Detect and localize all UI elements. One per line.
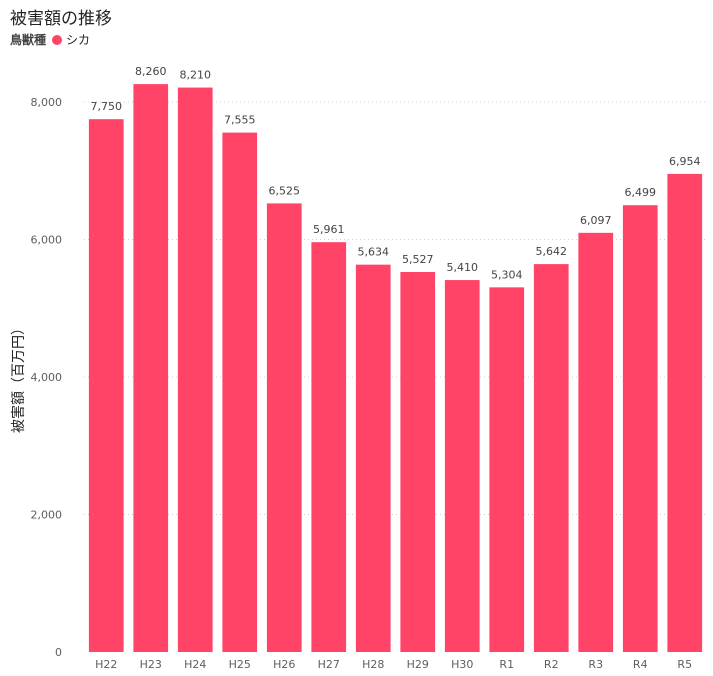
x-tick-label: R2	[544, 658, 559, 671]
bar[interactable]	[489, 287, 525, 652]
bar[interactable]	[444, 280, 480, 652]
legend: 鳥獣種 シカ	[10, 31, 90, 48]
x-tick-label: H28	[362, 658, 384, 671]
y-tick-label: 4,000	[31, 371, 63, 384]
data-label: 6,525	[269, 184, 301, 197]
legend-title: 鳥獣種	[10, 33, 47, 47]
data-label: 5,642	[536, 245, 568, 258]
x-tick-label: R4	[633, 658, 648, 671]
data-label: 5,527	[402, 253, 434, 266]
chart-title: 被害額の推移	[10, 9, 112, 29]
x-tick-label: R3	[588, 658, 603, 671]
data-label: 8,260	[135, 65, 167, 78]
x-tick-label: H30	[451, 658, 473, 671]
x-tick-label: R5	[677, 658, 692, 671]
bar[interactable]	[177, 87, 213, 652]
x-tick-label: H25	[229, 658, 251, 671]
bar[interactable]	[88, 119, 124, 652]
bar[interactable]	[622, 205, 658, 652]
bar[interactable]	[400, 272, 436, 652]
x-tick-label: H26	[273, 658, 295, 671]
y-axis-label: 被害額（百万円）	[11, 321, 27, 433]
data-label: 6,499	[625, 186, 657, 199]
bar[interactable]	[266, 203, 302, 652]
data-label: 5,634	[358, 246, 390, 259]
bar[interactable]	[667, 173, 703, 652]
x-tick-label: H29	[407, 658, 429, 671]
y-tick-label: 8,000	[31, 96, 63, 109]
y-tick-label: 0	[55, 646, 62, 659]
legend-item-label: シカ	[66, 33, 91, 47]
data-label: 7,555	[224, 114, 256, 127]
data-label: 5,961	[313, 223, 345, 236]
x-tick-label: H22	[95, 658, 117, 671]
legend-item[interactable]: シカ	[52, 31, 90, 48]
legend-marker-icon	[52, 34, 63, 45]
data-label: 8,210	[180, 69, 212, 82]
data-label: 5,410	[447, 261, 479, 274]
bar[interactable]	[533, 264, 569, 652]
bar[interactable]	[133, 84, 169, 652]
data-label: 7,750	[91, 100, 123, 113]
bar[interactable]	[311, 242, 347, 652]
x-tick-label: H23	[140, 658, 162, 671]
data-label: 6,097	[580, 214, 612, 227]
x-tick-label: H27	[318, 658, 340, 671]
y-tick-label: 6,000	[31, 234, 63, 247]
bar[interactable]	[222, 132, 258, 652]
data-label: 6,954	[669, 155, 701, 168]
bar[interactable]	[578, 232, 614, 653]
bar[interactable]	[355, 264, 391, 652]
x-tick-label: R1	[499, 658, 514, 671]
data-label: 5,304	[491, 268, 523, 281]
y-tick-label: 2,000	[31, 509, 63, 522]
x-tick-label: H24	[184, 658, 206, 671]
